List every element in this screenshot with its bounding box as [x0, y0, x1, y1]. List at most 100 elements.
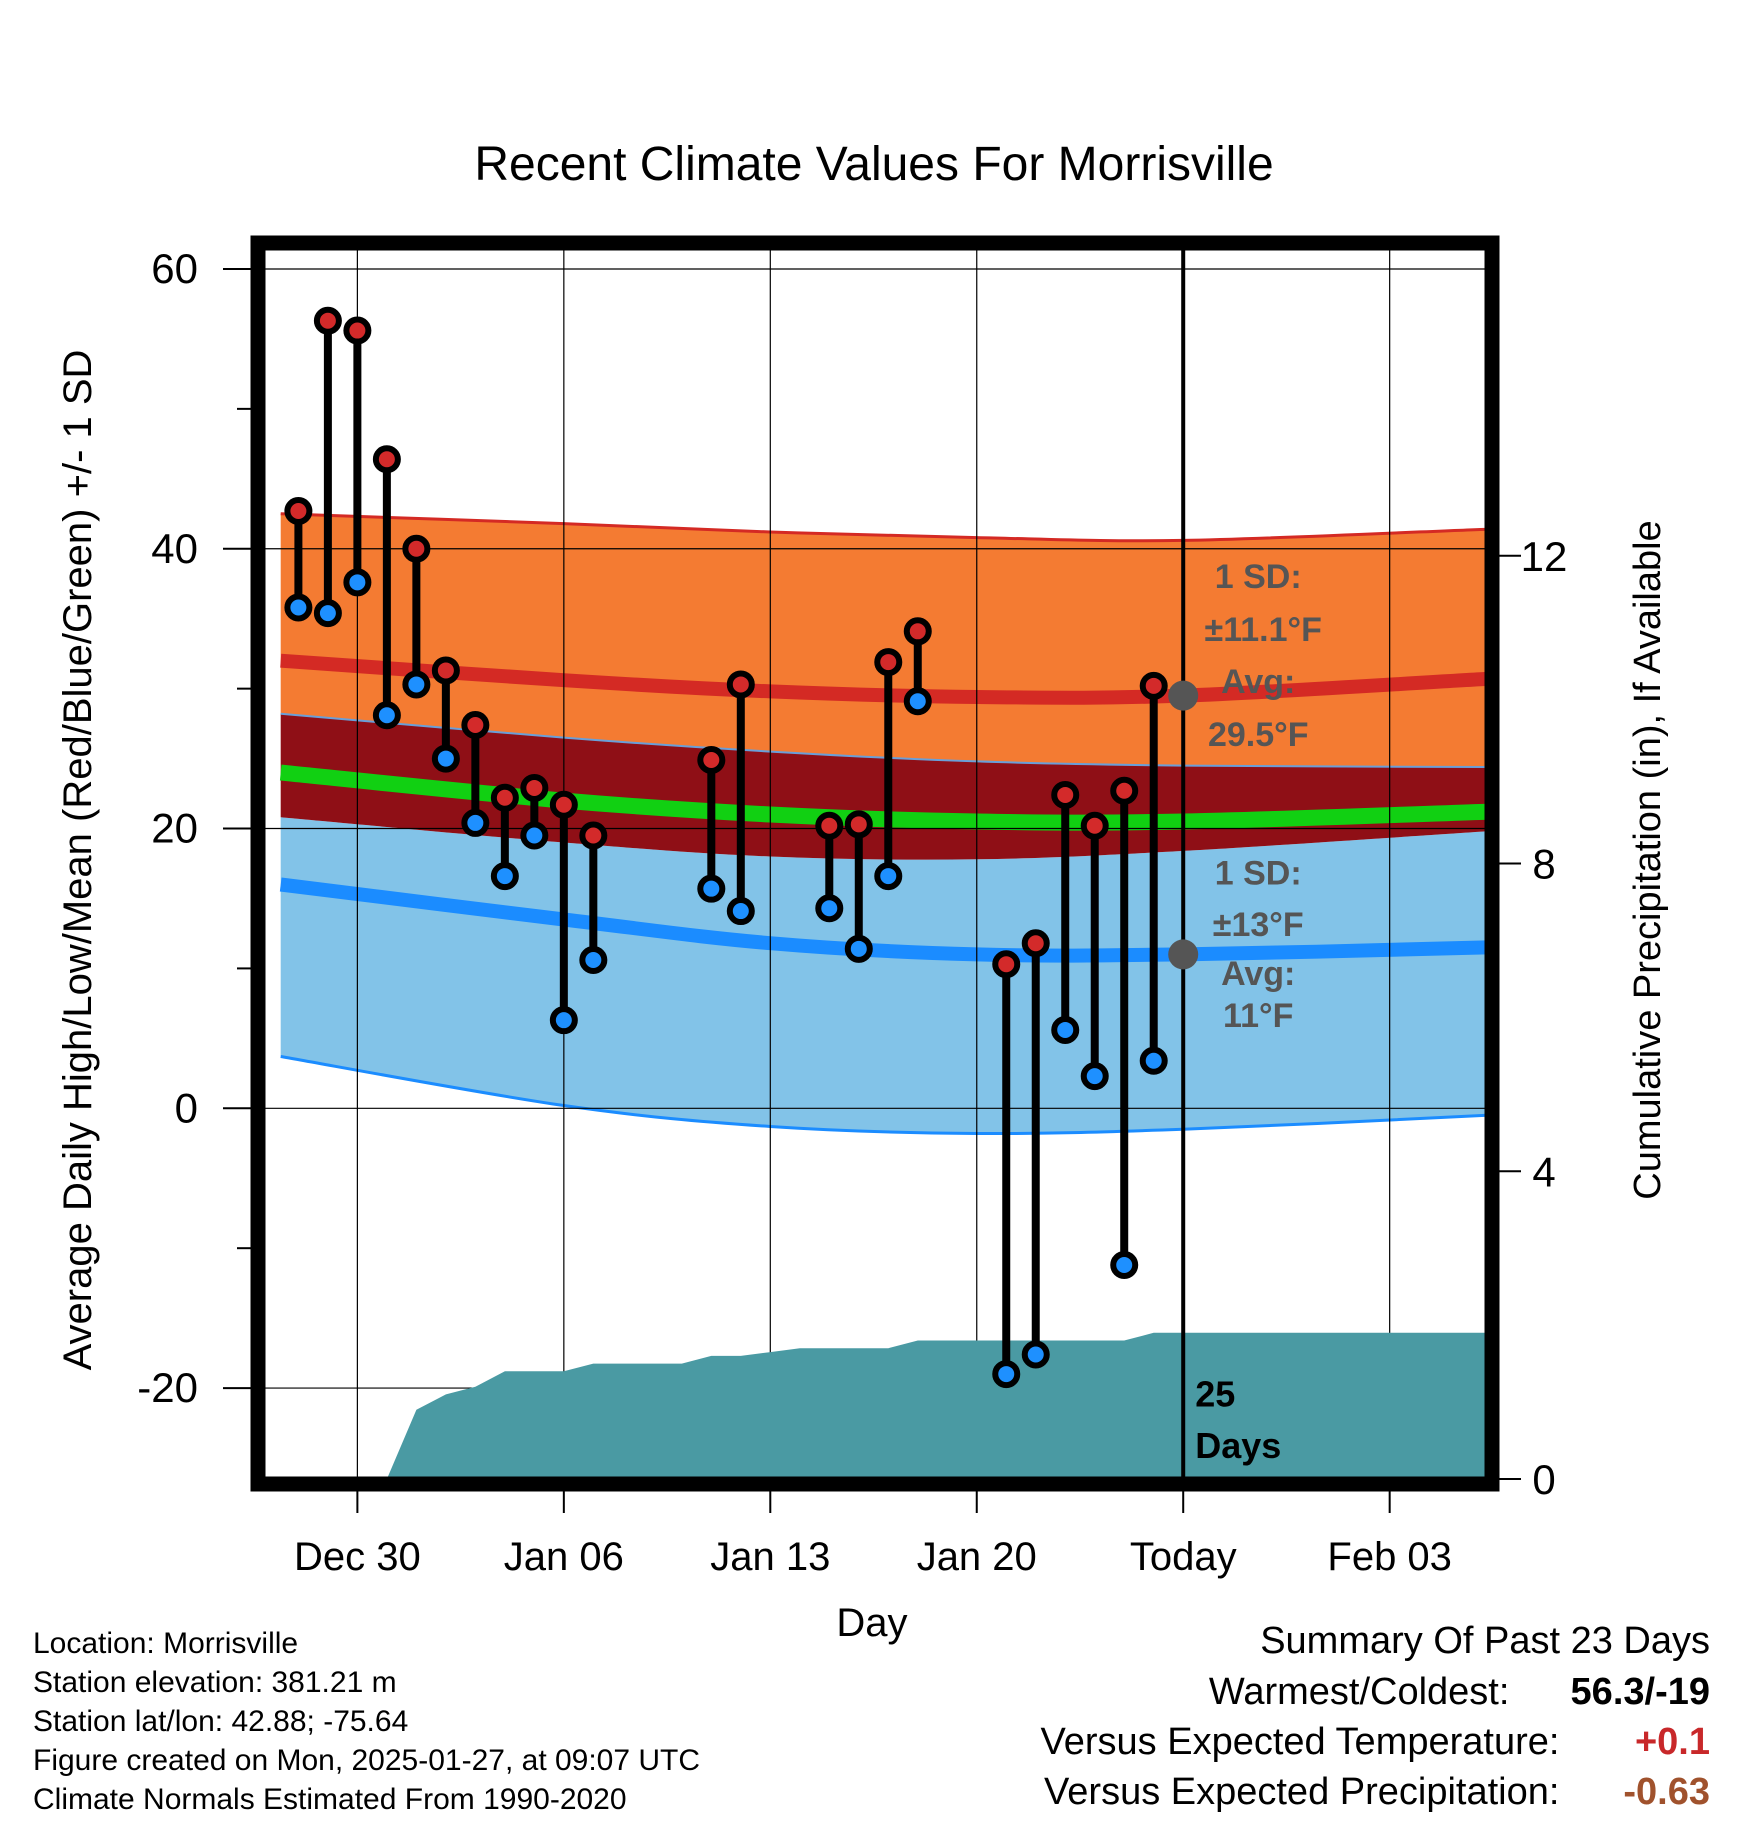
x-axis-label: Day	[836, 1601, 907, 1645]
summary-temp-row: Versus Expected Temperature: +0.1	[1041, 1721, 1710, 1764]
high-point	[844, 810, 873, 839]
info-elevation: Station elevation: 381.21 m	[33, 1666, 397, 1699]
low-point	[549, 1006, 578, 1035]
summary-warmest-value: 56.3/-19	[1570, 1671, 1710, 1713]
high-point	[815, 811, 844, 840]
high-point	[490, 783, 519, 812]
low-point	[992, 1360, 1021, 1389]
low-point	[1021, 1340, 1050, 1369]
low-point	[461, 808, 490, 837]
chart-title: Recent Climate Values For Morrisville	[474, 138, 1273, 191]
daily-observations	[284, 306, 1168, 1389]
y2-tick-label: 8	[1532, 841, 1555, 888]
high-point	[402, 534, 431, 563]
days-word: Days	[1195, 1425, 1281, 1466]
low-point	[431, 744, 460, 773]
precipitation-area-group	[280, 1332, 1487, 1479]
low-sd-value: ±13°F	[1213, 906, 1304, 944]
low-sd-label: 1 SD:	[1215, 854, 1302, 892]
days-count: 25	[1195, 1373, 1235, 1414]
high-point	[1080, 811, 1109, 840]
high-point	[343, 316, 372, 345]
low-point	[313, 599, 342, 628]
high-avg-line	[280, 653, 1487, 705]
low-point	[1139, 1046, 1168, 1075]
summary-warmest-label: Warmest/Coldest:	[1208, 1671, 1510, 1713]
y-tick-label: 20	[151, 805, 198, 852]
low-point	[284, 593, 313, 622]
high-point	[549, 790, 578, 819]
low-avg-label: Avg:	[1221, 955, 1295, 993]
low-point	[726, 897, 755, 926]
low-avg-marker	[1168, 939, 1199, 970]
low-point	[579, 946, 608, 975]
low-point	[844, 934, 873, 963]
high-point	[431, 656, 460, 685]
high-point	[697, 745, 726, 774]
low-point	[1051, 1015, 1080, 1044]
high-avg-marker	[1168, 680, 1199, 711]
normal-annotations: 1 SD: ±11.1°F Avg: 29.5°F 1 SD: ±13°F Avg: 11°F…	[1168, 558, 1322, 1466]
low-minus-sd-line	[280, 1055, 1487, 1136]
y2-tick-label: 4	[1532, 1148, 1555, 1195]
y-tick-label: -20	[137, 1364, 198, 1411]
y2-tick-label: 12	[1521, 533, 1568, 580]
high-point	[313, 306, 342, 335]
high-point	[726, 670, 755, 699]
high-point	[992, 950, 1021, 979]
low-point	[815, 894, 844, 923]
high-point	[1021, 929, 1050, 958]
high-sd-label: 1 SD:	[1215, 558, 1302, 596]
plot-frame	[250, 235, 1500, 1492]
y-tick-label: 0	[175, 1084, 198, 1131]
low-avg-value: 11°F	[1223, 997, 1293, 1035]
y-tick-label: 40	[151, 525, 198, 572]
low-point	[490, 862, 519, 891]
high-point	[1139, 671, 1168, 700]
x-tick-label: Feb 03	[1327, 1535, 1452, 1579]
summary-temp-label: Versus Expected Temperature:	[1040, 1721, 1560, 1763]
axes: 60 40 20 0 -20 0 4 8 12 Dec 30 Jan 06 Jan 13 Jan 20 T…	[137, 245, 1567, 1579]
summary-temp-value: +0.1	[1634, 1721, 1710, 1763]
info-latlon: Station lat/lon: 42.88; -75.64	[33, 1705, 409, 1738]
high-minus-sd-line	[280, 712, 1487, 768]
high-point	[579, 821, 608, 850]
y-axis-label: Average Daily High/Low/Mean (Red/Blue/Gr…	[56, 350, 100, 1371]
low-point	[1110, 1250, 1139, 1279]
x-tick-label: Jan 13	[710, 1535, 830, 1579]
high-point	[874, 648, 903, 677]
summary-precip-row: Versus Expected Precipitation: -0.63	[1044, 1771, 1710, 1814]
high-plus-sd-line	[280, 512, 1487, 543]
high-point	[1110, 776, 1139, 805]
high-point	[372, 445, 401, 474]
high-avg-value: 29.5°F	[1208, 716, 1309, 754]
high-point	[520, 773, 549, 802]
summary-title: Summary Of Past 23 Days	[1260, 1620, 1710, 1662]
x-tick-label: Jan 06	[504, 1535, 624, 1579]
low-point	[1080, 1062, 1109, 1091]
high-sd-value: ±11.1°F	[1205, 611, 1322, 649]
high-avg-label: Avg:	[1221, 663, 1295, 701]
high-point	[903, 617, 932, 646]
high-point	[1051, 780, 1080, 809]
high-point	[284, 496, 313, 525]
low-point	[697, 874, 726, 903]
low-point	[343, 568, 372, 597]
low-point	[402, 670, 431, 699]
summary-warmest-row: Warmest/Coldest: 56.3/-19	[1209, 1671, 1710, 1714]
low-sd-band	[280, 817, 1487, 1134]
low-avg-line	[279, 877, 1487, 963]
info-normals: Climate Normals Estimated From 1990-2020	[33, 1783, 627, 1816]
low-point	[903, 687, 932, 716]
summary-precip-label: Versus Expected Precipitation:	[1044, 1771, 1560, 1813]
high-point	[461, 711, 490, 740]
x-tick-label: Today	[1130, 1535, 1237, 1579]
y2-tick-label: 0	[1532, 1456, 1555, 1503]
low-point	[372, 701, 401, 730]
x-tick-label: Dec 30	[294, 1535, 421, 1579]
info-location: Location: Morrisville	[33, 1627, 299, 1660]
info-created: Figure created on Mon, 2025-01-27, at 09…	[33, 1744, 701, 1777]
low-point	[520, 821, 549, 850]
precipitation-area	[280, 1332, 1487, 1479]
